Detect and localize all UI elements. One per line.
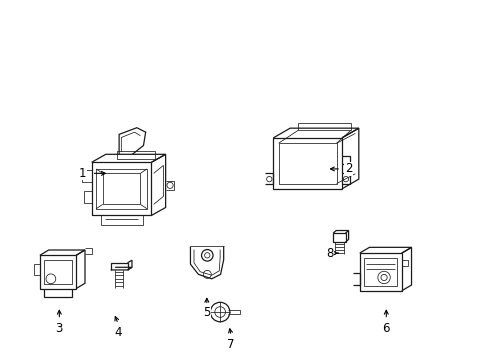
Text: 2: 2 xyxy=(344,162,352,175)
Text: 3: 3 xyxy=(56,322,63,335)
Text: 7: 7 xyxy=(227,338,234,351)
Text: 6: 6 xyxy=(382,322,389,335)
Text: 8: 8 xyxy=(325,247,333,260)
Text: 1: 1 xyxy=(79,167,86,180)
Text: 5: 5 xyxy=(203,306,210,319)
Text: 4: 4 xyxy=(114,327,122,339)
